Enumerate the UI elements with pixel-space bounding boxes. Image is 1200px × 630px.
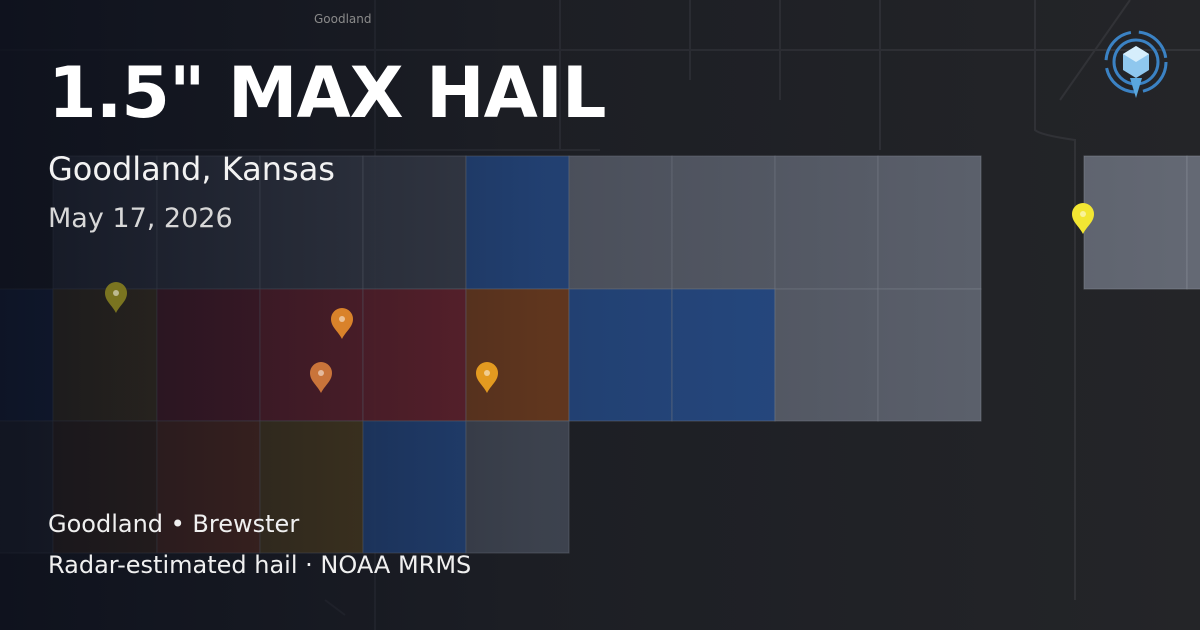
pin xyxy=(105,282,127,313)
location: Goodland, Kansas xyxy=(48,150,335,188)
logo xyxy=(1104,30,1168,98)
report-pins xyxy=(105,203,1094,393)
pin-dot xyxy=(318,370,324,376)
date: May 17, 2026 xyxy=(48,203,233,234)
pin xyxy=(1072,203,1094,234)
pin-dot xyxy=(1080,211,1086,217)
pin-dot xyxy=(484,370,490,376)
pin xyxy=(310,362,332,393)
pin-dot xyxy=(339,316,345,322)
map-label: Goodland xyxy=(314,12,372,26)
pin xyxy=(331,308,353,339)
title: 1.5" MAX HAIL xyxy=(48,52,606,134)
pin xyxy=(476,362,498,393)
pin-dot xyxy=(113,290,119,296)
source: Radar-estimated hail · NOAA MRMS xyxy=(48,551,472,579)
places: Goodland • Brewster xyxy=(48,510,300,538)
